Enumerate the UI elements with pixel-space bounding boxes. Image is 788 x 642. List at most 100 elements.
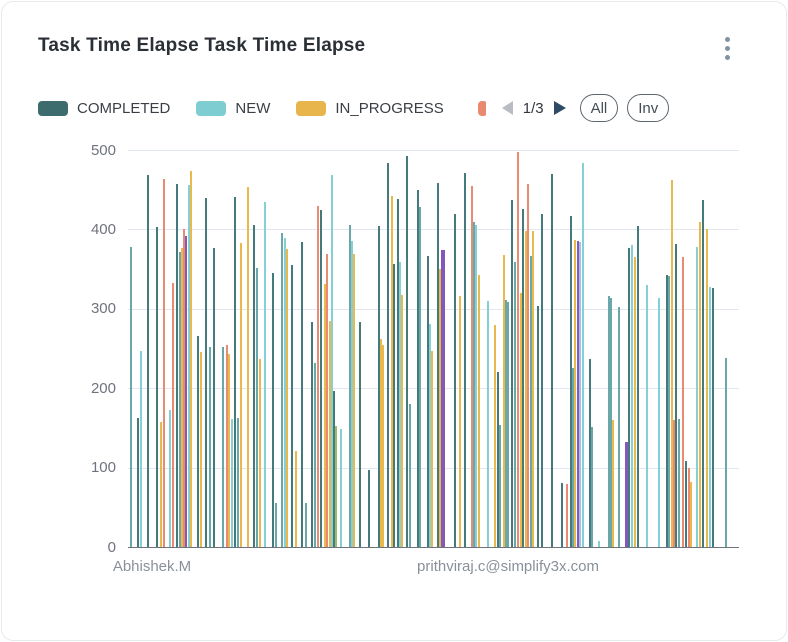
bar-new: [631, 245, 633, 547]
bar-new: [340, 428, 342, 547]
bar-completed: [387, 162, 389, 547]
legend-all-button[interactable]: All: [579, 94, 619, 122]
bar-in_progress: [353, 254, 355, 547]
bar-in_progress: [180, 247, 183, 547]
bar-teal-mid: [472, 222, 475, 547]
legend-buttons: All Inv: [579, 94, 670, 122]
gridline-100: [128, 467, 739, 469]
bar-completed: [636, 226, 639, 547]
y-axis-label: 100: [90, 459, 116, 477]
legend-next-arrow-icon[interactable]: [553, 101, 566, 115]
bar-salmon-series: [527, 184, 529, 547]
page-title: Task Time Elapse Task Time Elapse: [38, 35, 366, 56]
legend-prev-arrow-icon[interactable]: [501, 101, 513, 115]
bar-in_progress: [633, 257, 636, 547]
kebab-dot: [724, 36, 730, 42]
bar-completed: [536, 306, 539, 547]
bar-new: [283, 238, 286, 547]
bar-salmon-series: [687, 468, 690, 547]
bar-teal-mid: [348, 224, 351, 547]
bar-teal-mid: [610, 298, 612, 547]
x-axis-category-label: prithviraj.c@simplify3x.com: [417, 558, 599, 575]
legend-row: COMPLETED NEW IN_PROGRESS 1/3 All Inv: [38, 94, 754, 122]
bar-completed: [234, 196, 236, 547]
bar-salmon-series: [225, 344, 228, 547]
bar-completed: [675, 243, 677, 547]
bar-teal-mid: [506, 301, 509, 547]
legend-item-in-progress[interactable]: IN_PROGRESS: [296, 100, 444, 117]
bar-new: [598, 541, 600, 547]
bar-blue-series: [578, 242, 581, 547]
bar-completed: [496, 372, 499, 547]
bar-teal-mid: [256, 267, 258, 547]
kebab-menu-icon[interactable]: [716, 32, 738, 64]
bar-completed: [712, 288, 714, 547]
bar-teal-mid: [237, 418, 239, 547]
bar-teal-mid: [498, 424, 501, 547]
bar-in_progress: [458, 296, 461, 547]
bar-in_progress: [532, 230, 534, 547]
bar-new: [658, 297, 660, 547]
bar-in_progress: [380, 338, 382, 547]
legend-label: NEW: [235, 99, 271, 117]
bar-completed: [426, 255, 429, 547]
y-axis-label: 300: [90, 300, 116, 318]
bar-completed: [358, 322, 361, 547]
bar-in_progress: [612, 419, 614, 547]
gridline-400: [128, 229, 739, 231]
y-axis-label: 0: [107, 538, 116, 556]
bar-completed: [396, 199, 399, 547]
bar-purple-series: [624, 442, 628, 547]
bar-completed: [205, 198, 207, 547]
bar-salmon-series: [672, 419, 675, 547]
bar-in_progress: [478, 274, 480, 547]
bar-in_progress: [286, 249, 288, 547]
bar-teal-mid: [677, 419, 680, 547]
bar-purple-series: [184, 235, 187, 547]
bar-completed: [589, 358, 591, 547]
bar-in_progress: [295, 450, 297, 547]
legend-item-completed[interactable]: COMPLETED: [38, 100, 170, 117]
legend-inverse-button[interactable]: Inv: [627, 94, 670, 122]
bar-completed: [332, 391, 335, 547]
bar-teal-mid: [725, 358, 727, 547]
bar-in_progress: [200, 352, 202, 547]
bar-in_progress: [502, 254, 505, 547]
bar-in_progress: [574, 239, 576, 547]
bar-completed: [197, 335, 199, 547]
legend-pager: 1/3: [501, 99, 566, 117]
bar-salmon-series: [162, 179, 165, 547]
legend-item-clipped[interactable]: [470, 100, 486, 116]
bar-in_progress: [258, 358, 261, 547]
bar-in_progress: [494, 324, 496, 547]
bar-teal-mid: [618, 307, 620, 547]
bar-new: [330, 175, 333, 547]
bar-salmon-series: [182, 228, 185, 547]
legend-item-new[interactable]: NEW: [196, 100, 270, 117]
bar-teal-mid: [208, 346, 211, 547]
bar-in_progress: [328, 320, 331, 547]
bar-in_progress: [390, 196, 393, 547]
bar-completed: [175, 184, 178, 547]
bar-new: [487, 300, 489, 547]
bar-in_progress: [159, 421, 162, 547]
gridline-500: [128, 150, 739, 151]
bar-in_progress: [323, 284, 326, 547]
bar-in_progress: [239, 242, 242, 547]
bar-in_progress: [519, 292, 522, 547]
bar-new: [168, 410, 171, 547]
bar-in_progress: [706, 229, 708, 547]
bar-completed: [311, 322, 313, 547]
bar-teal-mid: [418, 207, 421, 547]
bar-teal-mid: [514, 261, 516, 547]
bar-salmon-series: [470, 185, 473, 547]
legend-pager-label: 1/3: [522, 99, 544, 117]
bar-new: [474, 225, 477, 547]
bar-completed: [511, 200, 513, 547]
bar-teal-mid: [178, 252, 181, 547]
bar-new: [581, 162, 584, 547]
bar-teal-mid: [571, 367, 574, 547]
bar-in_progress: [698, 222, 701, 547]
